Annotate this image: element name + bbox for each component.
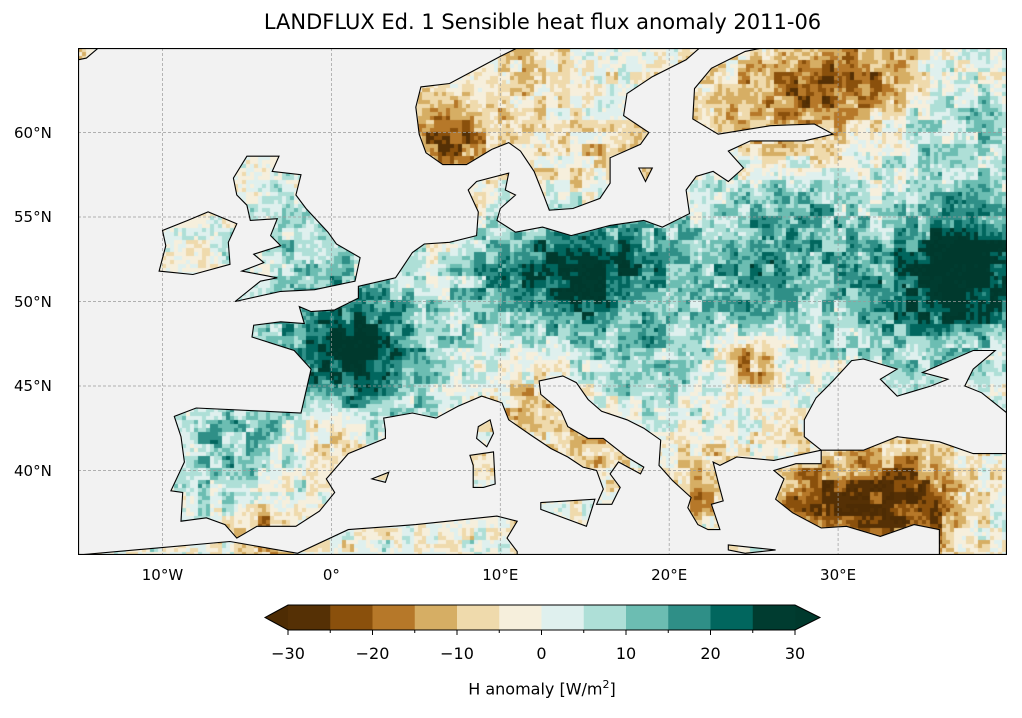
colorbar-tick-label: −30 xyxy=(271,644,305,663)
colorbar-label: H anomaly [W/m2] xyxy=(468,678,616,698)
colorbar xyxy=(263,604,822,635)
y-tick-label: 60°N xyxy=(14,123,52,142)
coastline-gotland xyxy=(637,167,654,183)
x-tick-label: 0° xyxy=(322,566,340,584)
colorbar-tick-label: 30 xyxy=(784,644,806,663)
x-tick-label: 20°E xyxy=(651,566,688,584)
coastline-sardinia xyxy=(469,451,496,488)
colorbar-tick-label: 0 xyxy=(536,644,547,663)
colorbar-tick-label: 20 xyxy=(700,644,721,663)
colorbar-segment xyxy=(583,605,627,630)
anomaly-raster xyxy=(78,48,1007,555)
colorbar-segment xyxy=(457,605,500,630)
map-frame xyxy=(78,48,1007,555)
colorbar-segment xyxy=(499,605,542,630)
colorbar-label-main: H anomaly [W/m xyxy=(468,679,603,699)
colorbar-segment xyxy=(330,605,373,630)
coastline-iceland xyxy=(78,48,100,61)
y-tick-label: 45°N xyxy=(14,377,52,395)
y-tick-label: 40°N xyxy=(14,461,52,480)
colorbar-segment xyxy=(541,605,585,630)
y-tick-label: 55°N xyxy=(14,208,52,226)
colorbar-segment xyxy=(372,605,416,630)
coastline-britain xyxy=(232,155,361,303)
map-panel xyxy=(78,48,1007,555)
x-tick-label: 10°W xyxy=(141,566,184,584)
colorbar-tick-label: 10 xyxy=(615,644,637,663)
colorbar-tick-label: −20 xyxy=(355,644,390,663)
colorbar-label-sup: 2 xyxy=(602,678,610,691)
coastline-africa xyxy=(78,515,519,555)
coastline-anatolia xyxy=(772,436,1007,555)
coastline-ireland xyxy=(158,211,238,276)
coastline-sicily xyxy=(540,498,596,528)
colorbar-segment xyxy=(414,605,458,630)
colorbar-label-end: ] xyxy=(609,679,616,699)
colorbar-extend-high xyxy=(795,605,820,630)
colorbar-tick-label: −10 xyxy=(440,644,474,663)
colorbar-segment xyxy=(668,605,711,630)
x-tick-label: 30°E xyxy=(820,566,857,584)
coastline-scandinavia xyxy=(415,48,701,211)
colorbar-segment xyxy=(626,605,669,630)
colorbar-segment xyxy=(752,605,796,630)
map-overlay xyxy=(78,48,1007,555)
coastline-mallorca xyxy=(370,471,390,483)
coastline-crete xyxy=(727,544,776,554)
chart-title: LANDFLUX Ed. 1 Sensible heat flux anomal… xyxy=(263,10,822,34)
y-tick-label: 50°N xyxy=(14,292,52,311)
x-tick-label: 10°E xyxy=(482,566,519,584)
coastline-continent xyxy=(170,48,1007,539)
coastline-corsica xyxy=(476,418,495,448)
colorbar-extend-low xyxy=(265,605,288,630)
colorbar-segment xyxy=(288,605,331,630)
colorbar-segment xyxy=(710,605,754,630)
